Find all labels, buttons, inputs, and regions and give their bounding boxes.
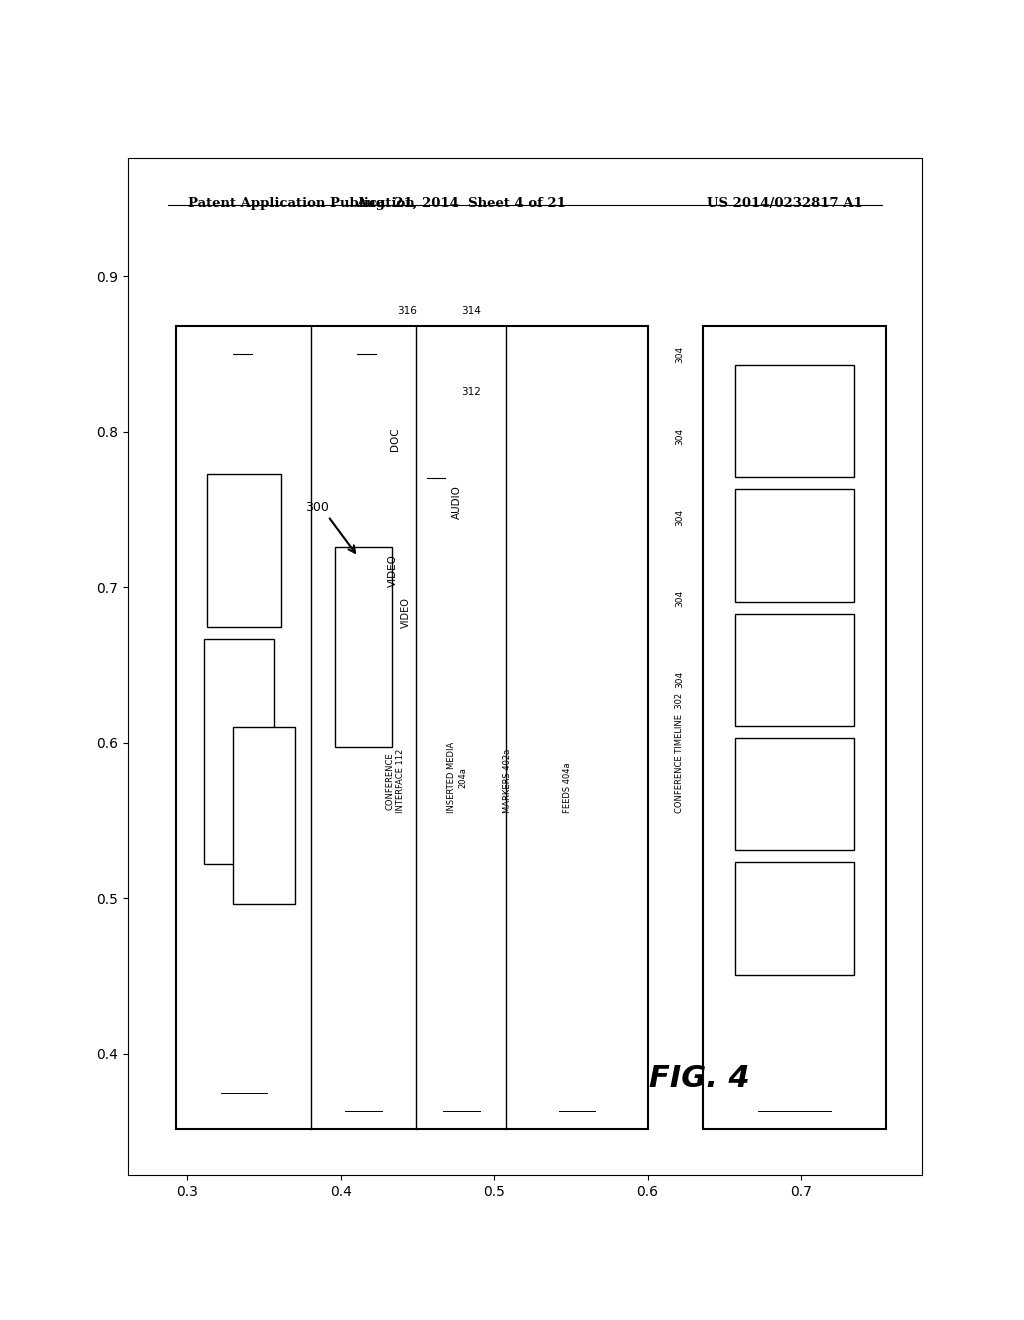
Bar <box>735 490 854 602</box>
Text: 304: 304 <box>676 508 684 525</box>
Text: 300: 300 <box>305 500 329 513</box>
Text: US 2014/0232817 A1: US 2014/0232817 A1 <box>708 197 863 210</box>
Bar <box>204 639 274 863</box>
Bar <box>176 326 647 1129</box>
Text: DOC: DOC <box>390 428 400 451</box>
Bar <box>735 738 854 850</box>
Bar <box>232 727 295 904</box>
Text: 304: 304 <box>676 346 684 363</box>
Bar <box>735 364 854 478</box>
Text: 304: 304 <box>676 590 684 607</box>
Bar <box>207 474 281 627</box>
Text: AUDIO: AUDIO <box>453 486 463 519</box>
Text: CONFERENCE TIMELINE  302: CONFERENCE TIMELINE 302 <box>676 693 684 813</box>
Text: 316: 316 <box>397 306 418 315</box>
Text: VIDEO: VIDEO <box>388 554 398 587</box>
Bar <box>702 326 886 1129</box>
Text: MARKERS 402a: MARKERS 402a <box>503 748 512 813</box>
Text: Aug. 21, 2014  Sheet 4 of 21: Aug. 21, 2014 Sheet 4 of 21 <box>356 197 566 210</box>
Text: CONFERENCE
INTERFACE 112: CONFERENCE INTERFACE 112 <box>385 748 406 813</box>
Text: 304: 304 <box>676 428 684 445</box>
Text: FIG. 4: FIG. 4 <box>649 1064 750 1093</box>
Text: 314: 314 <box>461 306 481 315</box>
Text: Patent Application Publication: Patent Application Publication <box>187 197 415 210</box>
Bar <box>735 614 854 726</box>
Text: INSERTED MEDIA
204a: INSERTED MEDIA 204a <box>447 742 467 813</box>
Text: 312: 312 <box>461 387 481 397</box>
Text: 304: 304 <box>676 672 684 689</box>
Text: VIDEO: VIDEO <box>400 597 411 628</box>
Text: FEEDS 404a: FEEDS 404a <box>563 763 572 813</box>
Bar <box>735 862 854 975</box>
Bar <box>335 546 392 747</box>
